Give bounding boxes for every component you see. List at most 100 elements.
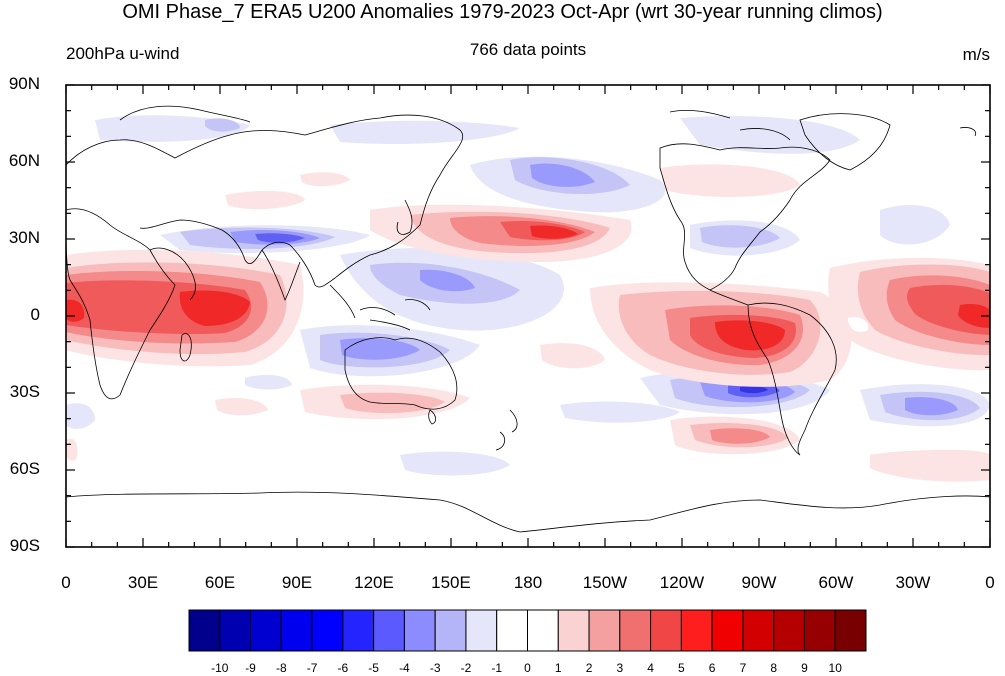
positive-anomaly-region xyxy=(66,438,78,461)
positive-anomaly-region xyxy=(660,164,800,197)
colorbar-label: -8 xyxy=(275,661,287,675)
colorbar-swatch xyxy=(219,609,252,652)
positive-anomaly-region xyxy=(179,290,250,326)
negative-anomaly-region xyxy=(205,118,240,132)
colorbar-swatch xyxy=(496,609,528,652)
colorbar-label: -3 xyxy=(429,661,441,675)
latitude-label: 90N xyxy=(8,74,40,93)
units-label: m/s xyxy=(962,45,990,64)
negative-anomaly-region xyxy=(330,120,520,145)
colorbar-swatch xyxy=(465,609,498,652)
longitude-label: 0 xyxy=(61,573,71,592)
colorbar-label: 2 xyxy=(585,661,593,675)
colorbar-label: 5 xyxy=(678,661,685,675)
longitude-label: 120E xyxy=(354,573,394,592)
latitude-label: 30S xyxy=(9,382,40,401)
longitude-label: 90E xyxy=(281,573,313,592)
latitude-label: 60S xyxy=(9,459,40,478)
colorbar-label: -7 xyxy=(306,661,318,675)
colorbar-label: 10 xyxy=(828,661,842,675)
longitude-label: 150E xyxy=(431,573,471,592)
colorbar-label: 1 xyxy=(554,661,562,675)
negative-anomaly-region xyxy=(66,403,95,429)
colorbar-swatch xyxy=(557,609,590,652)
negative-anomaly-region xyxy=(680,116,860,154)
plot-title: OMI Phase_7 ERA5 U200 Anomalies 1979-202… xyxy=(122,1,883,23)
colorbar-swatch xyxy=(650,609,682,652)
colorbar-swatch xyxy=(373,609,405,652)
colorbar-label: 4 xyxy=(647,661,654,675)
positive-anomaly-region xyxy=(715,320,785,351)
colorbar-swatch xyxy=(803,609,836,652)
colorbar-label: -6 xyxy=(337,661,349,675)
colorbar-swatch xyxy=(342,609,375,652)
longitude-label: 0 xyxy=(985,573,995,592)
longitude-label: 180 xyxy=(513,573,543,592)
positive-anomaly-region xyxy=(300,172,350,187)
colorbar-label: 0 xyxy=(524,661,531,675)
positive-anomaly-region xyxy=(215,398,268,416)
colorbar-swatch xyxy=(619,609,652,652)
positive-anomaly-region xyxy=(340,392,445,414)
negative-anomaly-region xyxy=(255,233,305,243)
colorbar-swatch xyxy=(527,609,559,652)
negative-anomaly-region xyxy=(700,225,780,248)
negative-anomaly-region xyxy=(420,269,475,292)
longitude-label: 60E xyxy=(204,573,236,592)
positive-anomaly-region xyxy=(540,343,605,369)
colorbar-label: -10 xyxy=(211,661,229,675)
colorbar-label: 3 xyxy=(616,661,624,675)
colorbar-swatch xyxy=(311,609,344,652)
latitude-label: 60N xyxy=(8,151,40,170)
negative-anomaly-region xyxy=(880,205,950,245)
negative-anomaly-region xyxy=(740,386,768,394)
latitude-label: 0 xyxy=(30,305,40,324)
colorbar-swatch xyxy=(250,609,282,652)
colorbar-swatch xyxy=(742,609,775,652)
colorbar-label: -5 xyxy=(368,661,379,675)
colorbar-swatch xyxy=(280,609,313,652)
positive-anomaly-region xyxy=(848,317,869,332)
colorbar-swatch xyxy=(680,609,713,652)
longitude-label: 30E xyxy=(127,573,159,592)
positive-anomaly-region xyxy=(958,303,990,328)
variable-label: 200hPa u-wind xyxy=(66,44,180,63)
axis-ticks xyxy=(65,84,991,548)
latitude-label: 30N xyxy=(8,228,40,247)
anomaly-field xyxy=(66,115,990,482)
colorbar-swatch xyxy=(834,609,867,652)
negative-anomaly-region xyxy=(905,397,958,416)
latitude-label: 90S xyxy=(9,536,40,555)
longitude-label: 120W xyxy=(659,573,705,592)
positive-anomaly-region xyxy=(870,449,990,482)
longitude-label: 30W xyxy=(895,573,931,592)
longitude-label: 90W xyxy=(741,573,777,592)
colorbar-label: 8 xyxy=(770,661,778,675)
negative-anomaly-region xyxy=(560,401,680,423)
colorbar-swatch xyxy=(188,609,221,652)
negative-anomaly-region xyxy=(340,338,420,360)
colorbar xyxy=(188,609,867,652)
colorbar-swatch xyxy=(403,609,436,652)
colorbar-label: 9 xyxy=(801,661,808,675)
negative-anomaly-region xyxy=(530,163,595,187)
colorbar-label: -2 xyxy=(460,661,472,675)
longitude-label: 60W xyxy=(818,573,854,592)
colorbar-label: 7 xyxy=(739,661,747,675)
positive-anomaly-region xyxy=(710,428,770,444)
colorbar-label: -4 xyxy=(399,661,410,675)
colorbar-swatch xyxy=(773,609,805,652)
negative-anomaly-region xyxy=(400,451,510,476)
colorbar-label: -1 xyxy=(491,661,503,675)
colorbar-swatch xyxy=(711,609,744,652)
positive-anomaly-region xyxy=(225,190,305,210)
data-points-label: 766 data points xyxy=(469,40,587,59)
colorbar-label: -9 xyxy=(245,661,256,675)
positive-anomaly-region xyxy=(530,225,578,239)
coastlines xyxy=(66,105,990,533)
colorbar-swatch xyxy=(588,609,621,652)
colorbar-label: 6 xyxy=(708,661,716,675)
negative-anomaly-region xyxy=(245,374,292,390)
colorbar-swatch xyxy=(434,609,467,652)
